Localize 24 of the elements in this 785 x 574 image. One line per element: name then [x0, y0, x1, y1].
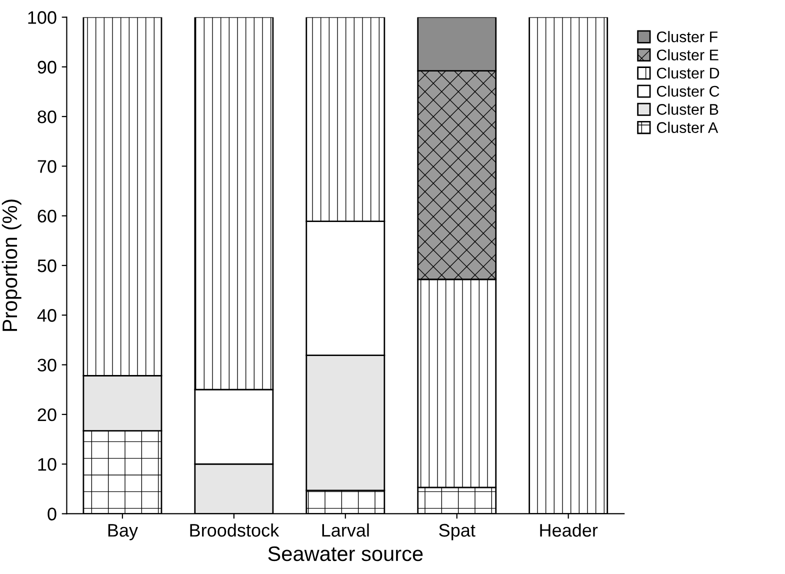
x-tick-label: Larval	[322, 523, 369, 537]
y-tick-label: 60	[38, 210, 56, 223]
y-axis-title: Proportion (%)	[2, 200, 22, 331]
legend-label: Cluster C	[656, 85, 720, 97]
y-tick-label: 10	[38, 458, 56, 471]
x-axis-title: Seawater source	[268, 546, 423, 562]
legend-label: Cluster F	[656, 31, 718, 42]
legend-label: Cluster A	[656, 122, 718, 133]
legend-label: Cluster D	[656, 67, 720, 79]
y-tick-label: 20	[38, 408, 56, 422]
y-tick-label: 80	[38, 110, 56, 124]
x-tick-label: Header	[540, 523, 598, 537]
y-tick-label: 30	[38, 358, 56, 372]
legend-label: Cluster E	[656, 49, 718, 60]
y-tick-label: 50	[38, 259, 56, 272]
y-tick-label: 0	[48, 508, 56, 520]
y-tick-label: 90	[38, 60, 56, 74]
y-tick-label: 70	[38, 160, 56, 173]
y-tick-label: 100	[28, 11, 56, 24]
legend-label: Cluster B	[656, 104, 718, 115]
x-tick-label: Spat	[439, 524, 476, 540]
x-tick-label: Bay	[108, 524, 138, 540]
x-tick-label: Broodstock	[190, 523, 280, 537]
y-tick-label: 40	[37, 309, 56, 322]
